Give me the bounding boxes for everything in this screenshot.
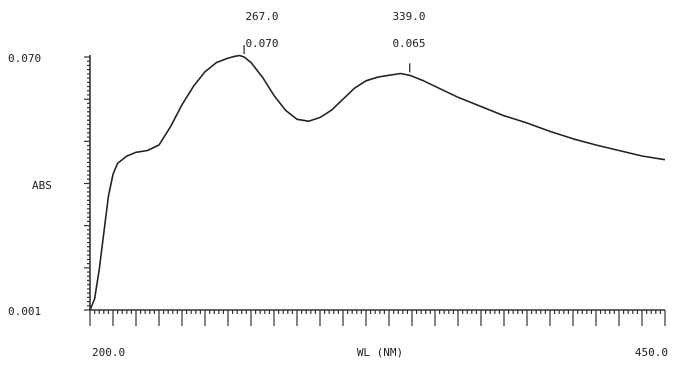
y-axis-label: ABS [32, 179, 52, 192]
absorbance-curve [89, 54, 666, 311]
x-tick-label-start: 200.0 [92, 346, 125, 359]
peak-1-wavelength-label: 267.0 [245, 10, 278, 23]
y-tick-label-top: 0.070 [8, 52, 41, 65]
x-axis-label: WL (NM) [357, 346, 403, 359]
peak-markers [243, 45, 411, 73]
peak-2-wavelength-label: 339.0 [392, 10, 425, 23]
peak-1-abs-label: 0.070 [245, 37, 278, 50]
peak-2-abs-label: 0.065 [392, 37, 425, 50]
y-tick-label-bottom: 0.001 [8, 305, 41, 318]
axes [89, 55, 665, 311]
axis-ticks [84, 56, 666, 326]
x-tick-label-end: 450.0 [635, 346, 668, 359]
